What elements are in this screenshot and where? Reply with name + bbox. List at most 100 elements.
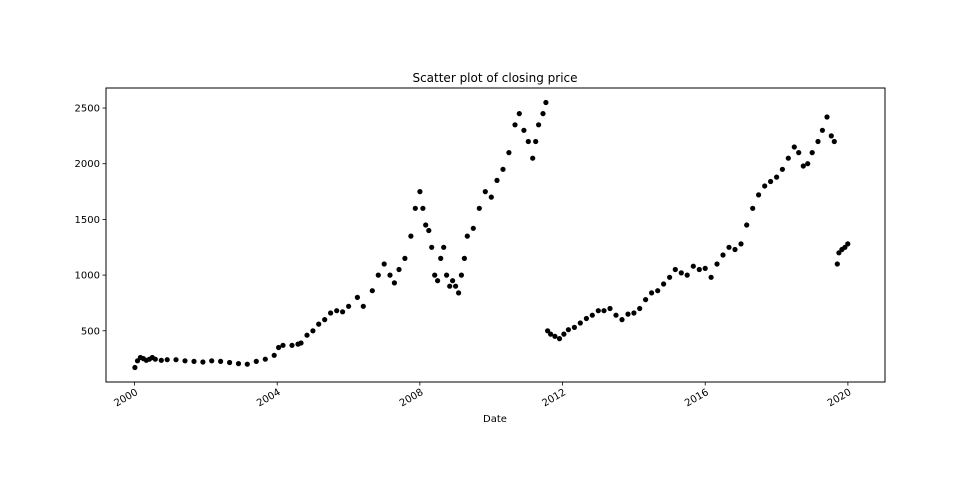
data-point xyxy=(280,342,286,348)
data-point xyxy=(530,155,536,161)
data-point xyxy=(289,342,295,348)
data-point xyxy=(482,189,488,195)
data-point xyxy=(672,266,678,273)
y-tick-label: 2000 xyxy=(75,159,100,170)
data-point xyxy=(354,294,360,300)
data-point xyxy=(744,222,750,228)
data-point xyxy=(438,255,444,261)
data-point xyxy=(521,127,527,133)
data-point xyxy=(785,155,791,161)
data-point xyxy=(661,281,667,287)
scatter-points xyxy=(132,99,851,371)
data-point xyxy=(244,361,250,367)
data-point xyxy=(432,272,438,278)
data-point xyxy=(444,272,450,278)
data-point xyxy=(607,305,613,312)
data-point xyxy=(470,225,476,231)
data-point xyxy=(328,310,334,316)
data-point xyxy=(435,278,441,284)
data-point xyxy=(227,359,233,366)
data-point xyxy=(543,99,549,106)
data-point xyxy=(601,308,607,314)
data-point xyxy=(298,340,304,346)
data-point xyxy=(200,359,206,365)
data-point xyxy=(845,241,851,247)
data-point xyxy=(824,114,830,120)
data-point xyxy=(805,161,811,167)
data-point xyxy=(667,274,673,280)
data-point xyxy=(375,272,381,278)
data-point xyxy=(132,364,138,371)
data-point xyxy=(552,333,558,339)
data-point xyxy=(494,177,500,183)
data-point xyxy=(173,357,179,363)
data-point xyxy=(561,331,567,337)
data-point xyxy=(387,272,393,278)
y-axis: 500 1000 1500 2000 2500 xyxy=(75,104,106,337)
data-point xyxy=(720,252,726,258)
data-point xyxy=(506,150,512,156)
data-point xyxy=(726,244,732,250)
data-point xyxy=(779,166,786,172)
data-point xyxy=(346,303,352,309)
data-point xyxy=(595,308,601,314)
data-point xyxy=(842,244,848,250)
data-point xyxy=(271,352,277,358)
data-point xyxy=(369,288,375,294)
chart-title: Scatter plot of closing price xyxy=(412,71,577,85)
data-point xyxy=(464,233,470,239)
data-point xyxy=(637,305,643,312)
y-tick-label: 1000 xyxy=(75,271,100,282)
data-point xyxy=(583,315,590,322)
data-point xyxy=(164,357,170,363)
data-point xyxy=(762,183,768,189)
data-point xyxy=(565,327,572,333)
data-point xyxy=(412,205,418,211)
data-point xyxy=(732,246,738,253)
data-point xyxy=(548,331,554,337)
data-point xyxy=(450,278,456,284)
data-point xyxy=(613,312,619,318)
data-point xyxy=(262,356,268,362)
data-point xyxy=(456,290,462,296)
data-point xyxy=(774,174,780,180)
data-point xyxy=(381,261,387,267)
data-point xyxy=(420,205,426,211)
data-point xyxy=(643,297,649,303)
data-point xyxy=(678,270,684,276)
data-point xyxy=(512,122,518,128)
data-point xyxy=(310,328,316,334)
data-point xyxy=(702,265,708,271)
data-point xyxy=(834,261,840,267)
data-point xyxy=(714,261,720,267)
x-axis-label: Date xyxy=(483,414,507,425)
data-point xyxy=(768,178,774,185)
data-point xyxy=(316,321,322,327)
data-point xyxy=(152,356,158,362)
data-point xyxy=(423,222,429,228)
y-tick-label: 2500 xyxy=(75,104,100,115)
data-point xyxy=(690,263,696,269)
data-point xyxy=(235,361,242,367)
data-point xyxy=(619,317,625,323)
data-point xyxy=(441,244,447,250)
data-point xyxy=(589,312,595,318)
data-point xyxy=(800,163,806,169)
plot-area-frame xyxy=(105,87,886,383)
data-point xyxy=(796,150,802,156)
data-point xyxy=(218,358,224,364)
data-point xyxy=(533,138,539,145)
data-point xyxy=(577,320,583,326)
data-point xyxy=(809,150,815,156)
data-point xyxy=(828,133,834,139)
data-point xyxy=(708,274,714,280)
data-point xyxy=(571,324,578,330)
data-point xyxy=(536,122,542,128)
data-point xyxy=(396,266,402,273)
data-point xyxy=(461,255,467,261)
data-point xyxy=(649,290,655,296)
y-tick-label: 1500 xyxy=(75,215,100,226)
data-point xyxy=(545,328,551,334)
